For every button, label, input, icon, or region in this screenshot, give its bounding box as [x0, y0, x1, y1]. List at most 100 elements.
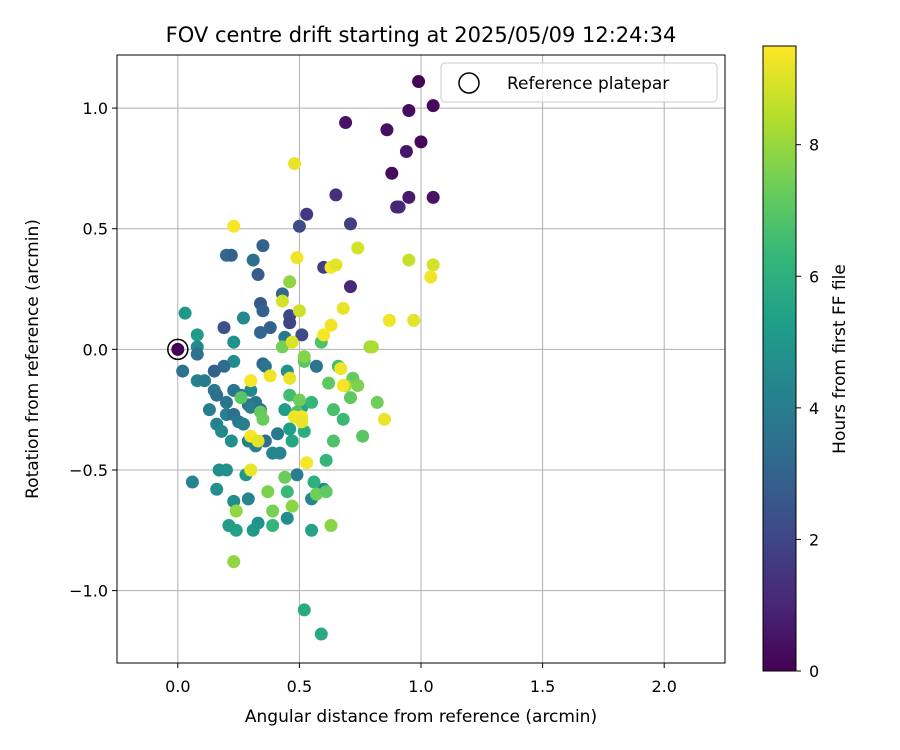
- data-point-152: [244, 374, 258, 388]
- data-point-109: [336, 412, 350, 426]
- data-point-16: [256, 239, 270, 253]
- data-point-88: [314, 627, 328, 641]
- data-point-112: [307, 475, 321, 489]
- data-point-158: [251, 434, 265, 448]
- colorbar-tick-label-0: 0: [809, 662, 819, 681]
- data-point-84: [229, 523, 243, 537]
- data-point-120: [266, 504, 280, 518]
- x-tick-label-2: 1.0: [408, 677, 433, 696]
- data-point-135: [275, 294, 289, 308]
- data-point-144: [382, 313, 396, 327]
- data-point-150: [285, 335, 299, 349]
- data-point-18: [224, 248, 238, 262]
- data-point-90: [244, 383, 258, 397]
- data-point-108: [326, 403, 340, 417]
- colorbar-tick-label-2: 4: [809, 399, 819, 418]
- x-axis: 0.0 0.5 1.0 1.5 2.0: [165, 663, 677, 696]
- data-point-6: [399, 145, 413, 159]
- data-point-106: [322, 376, 336, 390]
- data-point-73: [290, 468, 304, 482]
- data-point-131: [283, 275, 297, 289]
- data-point-63: [271, 427, 285, 441]
- data-point-82: [280, 511, 294, 525]
- data-point-2: [402, 103, 416, 117]
- data-point-49: [210, 388, 224, 402]
- data-point-125: [343, 391, 357, 405]
- data-point-141: [336, 301, 350, 315]
- data-point-137: [290, 251, 304, 265]
- data-point-104: [292, 393, 306, 407]
- data-point-32: [295, 328, 309, 342]
- data-point-21: [251, 268, 265, 282]
- data-point-71: [219, 463, 233, 477]
- data-point-54: [244, 400, 258, 414]
- data-point-1: [426, 99, 440, 113]
- colorbar-label: Hours from first FF file: [830, 264, 850, 454]
- data-point-31: [253, 325, 267, 339]
- data-point-8: [329, 188, 343, 202]
- reference-marker: [167, 338, 189, 361]
- chart-title: FOV centre drift starting at 2025/05/09 …: [166, 23, 677, 47]
- data-point-44: [176, 364, 190, 378]
- data-point-96: [305, 395, 319, 409]
- data-point-100: [283, 388, 297, 402]
- data-point-78: [241, 492, 255, 506]
- data-point-94: [285, 434, 299, 448]
- data-point-62: [215, 424, 229, 438]
- data-point-34: [178, 306, 192, 320]
- x-tick-label-1: 0.5: [287, 677, 312, 696]
- data-point-122: [227, 555, 241, 569]
- colorbar-tick-label-1: 2: [809, 530, 819, 549]
- data-point-39: [227, 354, 241, 368]
- legend-label-reference-platepar: Reference platepar: [507, 74, 669, 94]
- y-tick-label-4: 1.0: [83, 99, 108, 118]
- data-point-127: [370, 395, 384, 409]
- y-tick-label-3: 0.5: [83, 220, 108, 239]
- data-point-69: [266, 446, 280, 460]
- colorbar-tick-label-3: 6: [809, 267, 819, 286]
- data-point-113: [278, 470, 292, 484]
- data-point-118: [285, 499, 299, 513]
- data-point-124: [351, 379, 365, 393]
- data-point-140: [351, 241, 365, 255]
- data-point-93: [283, 422, 297, 436]
- data-point-132: [275, 340, 289, 354]
- data-point-114: [280, 485, 294, 499]
- data-point-116: [309, 487, 323, 501]
- legend-reference-marker: [458, 72, 480, 94]
- data-point-43: [207, 364, 221, 378]
- data-point-61: [236, 417, 250, 431]
- data-point-136: [288, 157, 302, 171]
- data-point-38: [190, 347, 204, 361]
- data-point-4: [380, 123, 394, 137]
- y-axis: −1.0 −0.5 0.0 0.5 1.0: [69, 99, 117, 601]
- data-point-119: [229, 504, 243, 518]
- data-point-143: [317, 328, 331, 342]
- colorbar-ticks: 0 2 4 6 8: [796, 136, 819, 681]
- data-point-153: [283, 371, 297, 385]
- data-point-13: [300, 207, 314, 221]
- data-point-101: [234, 391, 248, 405]
- data-point-97: [309, 359, 323, 373]
- reference-point-fill: [171, 342, 185, 356]
- data-point-10: [426, 190, 440, 204]
- data-point-65: [224, 434, 238, 448]
- data-point-25: [256, 304, 270, 318]
- data-point-29: [263, 321, 277, 335]
- y-axis-label: Rotation from reference (arcmin): [23, 219, 43, 499]
- data-point-110: [326, 434, 340, 448]
- data-point-83: [246, 523, 260, 537]
- data-point-14: [343, 217, 357, 231]
- data-point-134: [292, 304, 306, 318]
- data-point-111: [319, 453, 333, 467]
- legend: Reference platepar: [440, 62, 718, 103]
- data-point-56: [202, 403, 216, 417]
- data-point-163: [378, 412, 392, 426]
- data-point-85: [305, 523, 319, 537]
- data-point-87: [297, 603, 311, 617]
- data-point-133: [297, 350, 311, 364]
- data-point-103: [256, 412, 270, 426]
- data-point-41: [258, 359, 272, 373]
- data-point-28: [283, 316, 297, 330]
